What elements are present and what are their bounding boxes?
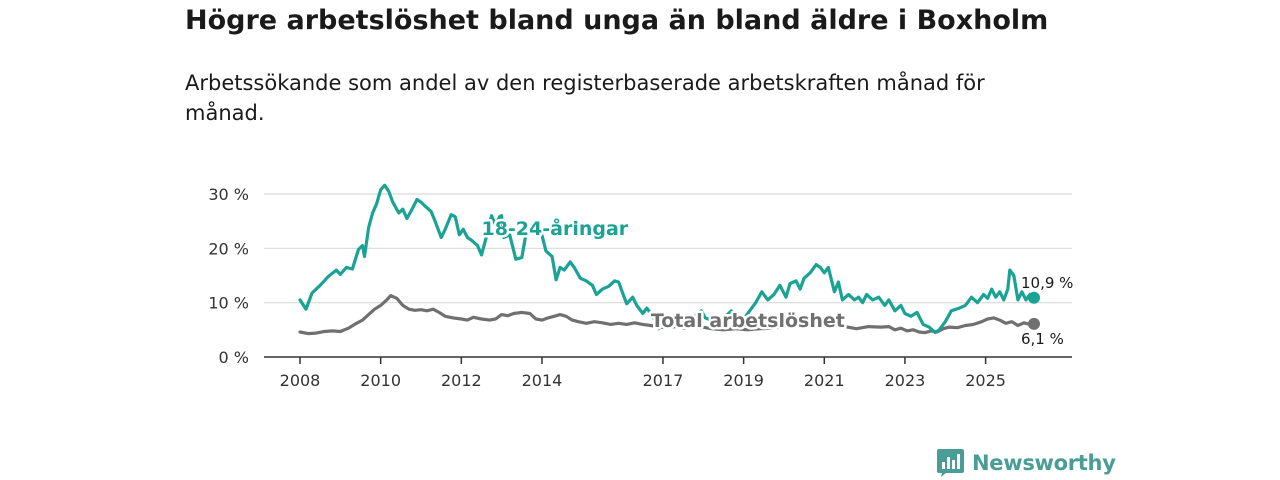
x-tick-label: 2014 [522,371,563,390]
end-point-youth [1028,291,1040,304]
chart-subtitle: Arbetssökande som andel av den registerb… [185,71,985,125]
y-tick-label: 10 % [208,294,249,313]
series-label-halo: 18-24-åringar [481,216,628,240]
gridlines [264,193,1072,304]
x-tick-label: 2010 [360,371,401,390]
x-tick-label: 2019 [723,371,764,390]
end-point-total [1028,317,1040,330]
newsworthy-logo: Newsworthy [937,449,1116,477]
x-tick-label: 2023 [885,371,926,390]
chart-title: Högre arbetslöshet bland unga än bland ä… [185,5,1049,36]
series-label-youth: 18-24-åringar [481,216,628,240]
y-tick-label: 20 % [208,239,249,258]
series-line-youth [298,183,1036,335]
x-tick-label: 2025 [965,371,1006,390]
brand-name: Newsworthy [972,451,1116,475]
y-tick-label: 30 % [208,185,249,204]
end-label-halo: 6,1 % [1021,330,1064,348]
x-tick-label: 2008 [280,371,321,390]
x-tick-label: 2021 [804,371,845,390]
end-label-halo: 10,9 % [1021,274,1073,292]
x-tick-label: 2012 [441,371,482,390]
y-axis-ticks: 0 % 10 % 20 % 30 % [208,185,249,367]
y-tick-label: 0 % [219,348,249,367]
series-lines [298,183,1040,336]
end-value-label-youth: 10,9 % [1021,274,1073,292]
series-label-halo: Total arbetslöshet [651,310,845,332]
bar-chart-badge-icon [937,449,964,477]
end-value-label-total: 6,1 % [1021,330,1064,348]
series-label-total: Total arbetslöshet [651,310,845,332]
x-tick-label: 2017 [643,371,684,390]
x-axis: 2008 2010 2012 2014 2017 2019 2021 2023 2025 [264,356,1072,390]
